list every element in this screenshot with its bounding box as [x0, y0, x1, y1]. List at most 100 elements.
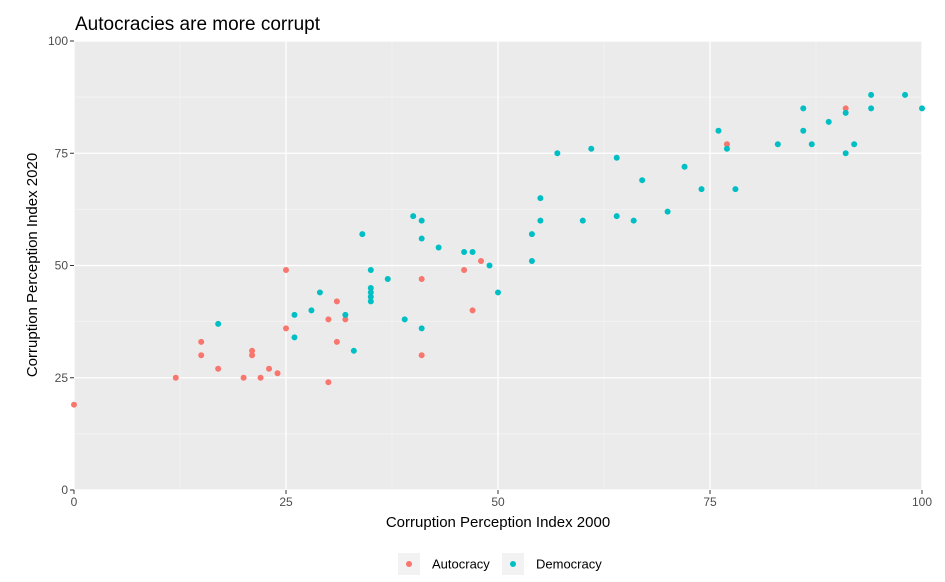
democracy-point — [554, 150, 561, 157]
democracy-point — [715, 127, 722, 134]
y-tick-label: 50 — [55, 259, 69, 273]
democracy-point — [291, 311, 298, 318]
democracy-point — [842, 150, 849, 157]
y-tick-label: 75 — [55, 146, 69, 160]
democracy-point — [495, 289, 501, 296]
democracy-point — [291, 334, 298, 341]
democracy-point — [367, 293, 374, 300]
autocracy-point — [198, 338, 205, 345]
legend: Autocracy Democracy — [398, 553, 602, 575]
democracy-point — [681, 163, 688, 170]
x-tick-label: 75 — [703, 495, 717, 509]
autocracy-point — [333, 298, 340, 305]
democracy-point — [316, 289, 323, 296]
autocracy-point — [478, 258, 485, 265]
democracy-point — [588, 145, 595, 152]
autocracy-point — [198, 352, 205, 359]
democracy-point — [418, 217, 425, 224]
autocracy-legend-label: Autocracy — [432, 557, 490, 572]
democracy-point — [774, 141, 781, 148]
democracy-point — [664, 208, 671, 215]
autocracy-point — [240, 374, 247, 381]
y-tick-label: 25 — [55, 371, 69, 385]
democracy-point — [308, 307, 315, 314]
democracy-legend-label: Democracy — [536, 557, 602, 572]
y-tick-label: 0 — [61, 483, 68, 497]
autocracy-point — [215, 365, 222, 372]
democracy-point — [868, 91, 875, 98]
democracy-point — [630, 217, 637, 224]
y-tick-label: 100 — [48, 34, 68, 48]
democracy-point — [367, 266, 374, 273]
x-tick-label: 0 — [71, 495, 78, 509]
autocracy-point — [283, 266, 289, 273]
democracy-point — [825, 118, 832, 125]
democracy-point — [579, 217, 586, 224]
democracy-point — [537, 217, 544, 224]
autocracy-point — [333, 338, 340, 345]
democracy-point — [528, 258, 535, 265]
democracy-point — [469, 249, 476, 256]
autocracy-point — [842, 105, 849, 112]
autocracy-point — [461, 266, 468, 273]
democracy-point — [808, 141, 815, 148]
democracy-point — [461, 249, 468, 256]
democracy-point — [613, 154, 620, 161]
autocracy-point — [418, 352, 425, 359]
democracy-point — [435, 244, 442, 251]
autocracy-point — [274, 370, 281, 377]
democracy-point — [800, 105, 807, 112]
democracy-point — [215, 320, 222, 327]
democracy-point — [367, 298, 374, 305]
democracy-point — [384, 275, 391, 282]
autocracy-point — [325, 316, 332, 323]
autocracy-point — [418, 275, 425, 282]
autocracy-point — [249, 347, 256, 354]
democracy-point — [732, 186, 739, 193]
democracy-point — [350, 347, 357, 354]
democracy-point — [613, 213, 620, 220]
autocracy-point — [342, 316, 349, 323]
democracy-point — [851, 141, 858, 148]
democracy-legend-marker — [510, 561, 516, 567]
autocracy-point — [257, 374, 264, 381]
x-axis-title: Corruption Perception Index 2000 — [386, 514, 610, 531]
democracy-point — [868, 105, 875, 112]
democracy-point — [418, 235, 425, 242]
democracy-point — [919, 105, 925, 112]
democracy-point — [800, 127, 807, 134]
autocracy-point — [723, 141, 730, 148]
democracy-point — [410, 213, 417, 220]
democracy-point — [723, 145, 730, 152]
democracy-point — [367, 289, 374, 296]
autocracy-point — [71, 401, 77, 408]
democracy-point — [486, 262, 493, 269]
y-axis: 0 25 50 75 100 — [48, 34, 74, 497]
autocracy-point — [249, 352, 256, 359]
x-tick-label: 50 — [491, 495, 505, 509]
democracy-point — [639, 177, 646, 184]
democracy-point — [418, 325, 425, 332]
democracy-point — [902, 91, 909, 98]
autocracy-point — [325, 379, 332, 386]
autocracy-point — [283, 325, 289, 332]
x-tick-label: 25 — [279, 495, 293, 509]
autocracy-point — [469, 307, 476, 314]
autocracy-point — [172, 374, 179, 381]
data-points — [71, 91, 925, 408]
democracy-point — [537, 195, 544, 202]
y-axis-title: Corruption Perception Index 2020 — [24, 153, 41, 377]
democracy-point — [342, 311, 349, 318]
democracy-point — [401, 316, 408, 323]
democracy-point — [367, 284, 374, 291]
x-axis: 0 25 50 75 100 — [71, 490, 932, 509]
democracy-point — [698, 186, 705, 193]
autocracy-legend-marker — [406, 561, 412, 567]
democracy-point — [359, 231, 366, 238]
democracy-point — [842, 109, 849, 116]
x-tick-label: 100 — [912, 495, 932, 509]
democracy-point — [528, 231, 535, 238]
autocracy-point — [266, 365, 273, 372]
chart-title: Autocracies are more corrupt — [75, 14, 321, 35]
